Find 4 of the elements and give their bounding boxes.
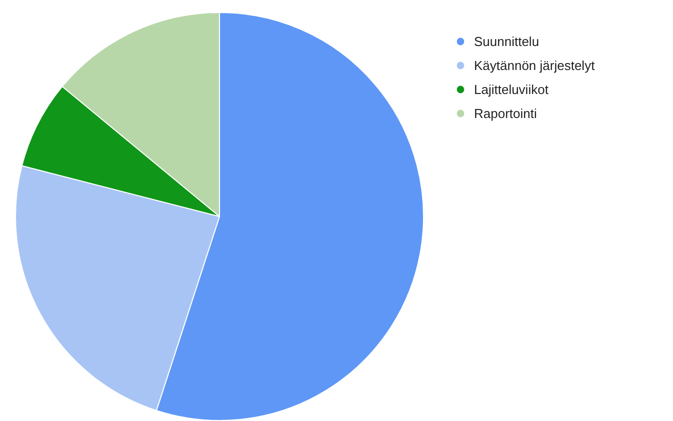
legend-label: Suunnittelu bbox=[474, 34, 540, 48]
legend-label: Lajitteluviikot bbox=[474, 82, 548, 96]
legend-label: Käytännön järjestelyt bbox=[474, 58, 595, 72]
legend-label: Raportointi bbox=[474, 106, 537, 120]
